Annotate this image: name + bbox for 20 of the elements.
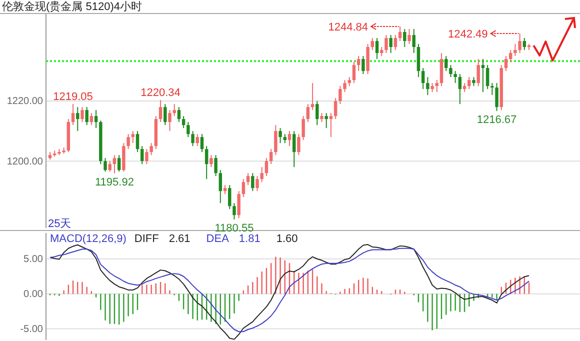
annotation: 1195.92 — [95, 176, 134, 188]
chart-title: MACD(12,26,9) — [50, 233, 126, 245]
y-tick-label: 1220.00 — [6, 96, 44, 108]
annotation: 2.61 — [168, 233, 190, 245]
y-tick-label: 5.00 — [24, 254, 44, 266]
annotation: 25天 — [48, 218, 72, 230]
annotation: 1219.05 — [53, 90, 93, 103]
annotation: 1.81 — [238, 233, 260, 245]
text: DIFF — [134, 233, 160, 245]
y-tick-label: -5.00 — [20, 324, 44, 336]
chart-title: 伦敦金现(贵金属 5120)4小时 — [2, 0, 142, 13]
annotation: 1.60 — [276, 233, 298, 245]
annotation: 1220.34 — [140, 87, 180, 100]
annotation: 1180.55 — [214, 222, 254, 234]
annotation: 1244.84 — [328, 21, 368, 34]
text: DEA — [206, 233, 230, 245]
y-tick-label: 0.00 — [24, 289, 44, 300]
y-tick-label: 1200.00 — [6, 156, 44, 168]
annotation: 1216.67 — [476, 114, 517, 126]
annotation: 1242.49 — [448, 28, 488, 41]
